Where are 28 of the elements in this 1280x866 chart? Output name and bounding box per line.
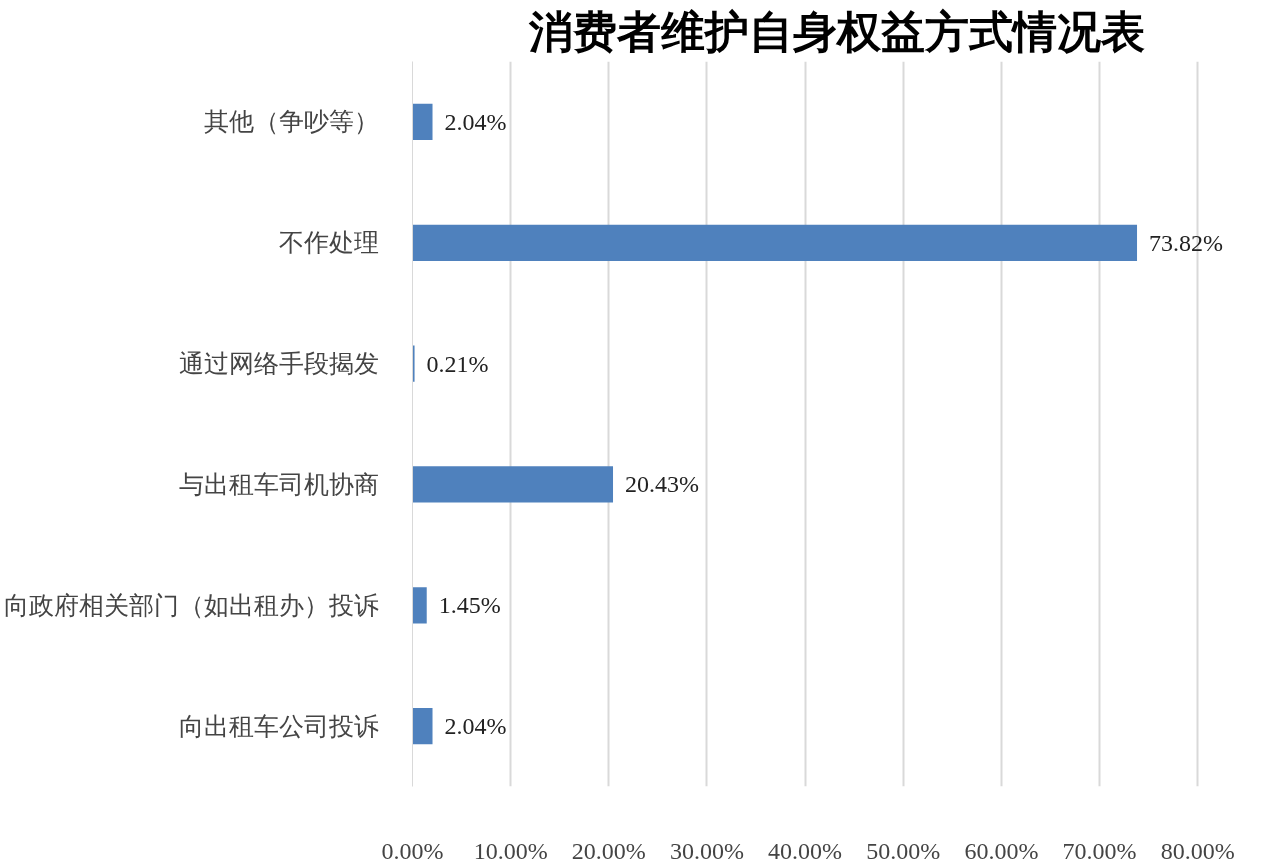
data-label: 20.43% (625, 471, 700, 498)
x-tick-label: 40.00% (768, 837, 843, 864)
data-label: 2.04% (444, 713, 507, 740)
y-tick-label: 通过网络手段揭发 (178, 350, 379, 378)
bar (412, 587, 427, 624)
data-label: 0.21% (426, 350, 489, 377)
x-tick-label: 0.00% (381, 837, 444, 864)
bar (412, 466, 614, 503)
x-tick-label: 70.00% (1062, 837, 1137, 864)
data-label: 73.82% (1149, 229, 1224, 256)
x-tick-label: 20.00% (571, 837, 646, 864)
chart-title: 消费者维护自身权益方式情况表 (527, 7, 1145, 57)
data-label: 2.04% (444, 108, 507, 135)
x-tick-label: 60.00% (964, 837, 1039, 864)
y-tick-label: 其他（争吵等） (203, 108, 379, 136)
bar (412, 103, 433, 141)
y-tick-label: 向出租车公司投诉 (178, 712, 379, 740)
bar (412, 224, 1138, 261)
bar (412, 707, 433, 745)
x-tick-label: 30.00% (669, 837, 744, 864)
bar (412, 345, 415, 382)
y-tick-label: 不作处理 (278, 229, 379, 257)
y-tick-label: 向政府相关部门（如出租办）投诉 (3, 591, 379, 619)
x-tick-label: 50.00% (866, 837, 941, 864)
data-label: 1.45% (438, 592, 501, 619)
y-tick-label: 与出租车司机协商 (178, 470, 379, 498)
x-tick-label: 10.00% (473, 837, 548, 864)
x-tick-label: 80.00% (1160, 837, 1235, 864)
